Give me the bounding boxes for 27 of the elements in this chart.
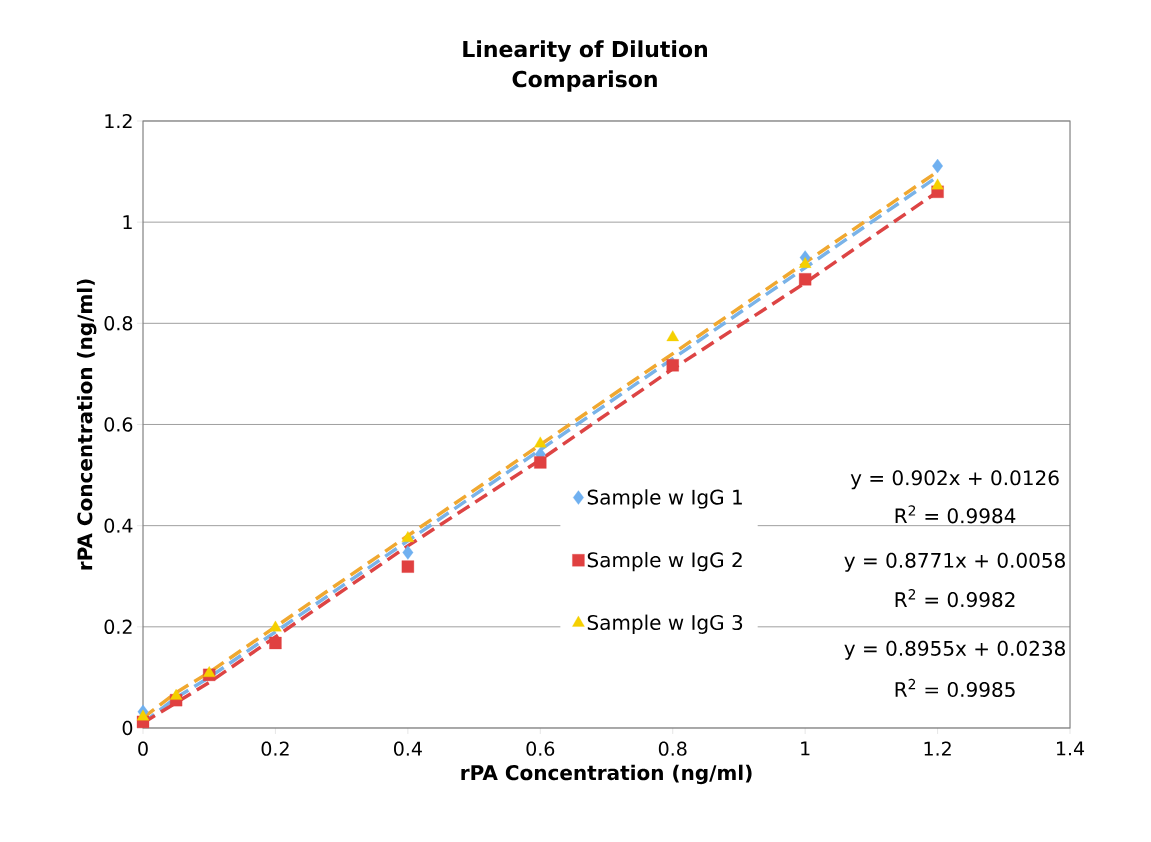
x-tick-label: 0.4 — [394, 741, 422, 756]
annotation: y = 0.8955x + 0.0238 — [844, 640, 1065, 660]
x-axis-title: rPA Concentration (ng/ml) — [461, 764, 752, 785]
annotation: y = 0.8771x + 0.0058 — [844, 552, 1065, 572]
x-tick-label: 1.4 — [1057, 741, 1085, 756]
y-tick-label: 0.2 — [104, 619, 132, 634]
annotation: R$^{2}$ = 0.9984 — [895, 505, 1016, 524]
annotation: R$^{2}$ = 0.9982 — [895, 589, 1015, 608]
x-tick-label: 0.6 — [526, 741, 555, 756]
chart-title: Linearity of Dilution Comparison — [463, 40, 707, 92]
x-tick-label: 0 — [138, 741, 148, 756]
y-tick-label: 0.4 — [104, 518, 133, 533]
x-tick-label: 1 — [801, 741, 810, 756]
annotation: R$^{2}$ = 0.9985 — [895, 678, 1015, 698]
y-axis-title: rPA Concentration (ng/ml) — [76, 279, 97, 570]
y-tick-label: 1.2 — [105, 113, 132, 129]
x-tick-label: 0.2 — [261, 741, 289, 756]
legend-label: Sample w IgG 1 — [587, 489, 742, 509]
y-tick-label: 1 — [123, 215, 132, 230]
annotation: y = 0.902x + 0.0126 — [850, 470, 1059, 490]
legend-label: Sample w IgG 3 — [587, 614, 743, 634]
legend-label: Sample w IgG 2 — [587, 551, 742, 572]
x-tick-label: 0.8 — [658, 741, 687, 756]
y-tick-label: 0.6 — [104, 417, 133, 432]
x-tick-label: 1.2 — [924, 741, 951, 756]
y-tick-label: 0.8 — [104, 316, 133, 331]
y-tick-label: 0 — [122, 720, 133, 736]
